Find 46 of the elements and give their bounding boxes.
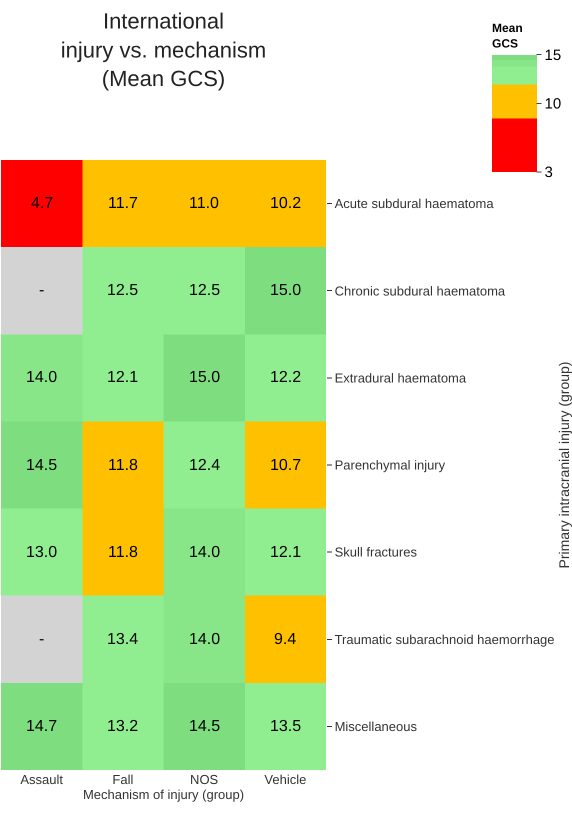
data-label: 14.0 (26, 369, 58, 386)
y-tick-label: Miscellaneous (334, 718, 418, 734)
text: - (39, 282, 44, 299)
data-label: 13.0 (26, 544, 58, 561)
color-bar-label: 15 (544, 46, 562, 64)
color-bar-title: Mean GCS (492, 20, 523, 51)
data-label: 14.5 (26, 457, 58, 474)
y-tick-label: Parenchymal injury (334, 458, 446, 473)
data-label: 11.8 (108, 457, 138, 474)
color-bar-label: 10 (544, 96, 562, 113)
data-label: 12.1 (107, 369, 138, 386)
data-label: 11.7 (108, 195, 138, 212)
data-label: 11.0 (189, 195, 220, 212)
x-tick-label: Vehicle (264, 772, 306, 787)
data-label: 15.0 (189, 369, 220, 386)
data-label: 12.1 (270, 544, 302, 561)
data-label: 14.0 (189, 631, 220, 648)
x-tick-label: Assault (20, 772, 64, 787)
data-label: 11.8 (108, 544, 138, 561)
y-tick-label: Traumatic subarachnoid haemorrhage (334, 632, 555, 647)
data-label: 4.7 (31, 195, 54, 212)
y-axis-title: Primary intracranial injury (group) (556, 362, 572, 568)
data-label: 12.2 (270, 369, 302, 386)
x-tick-label: NOS (190, 772, 219, 787)
data-label: 14.7 (26, 718, 58, 735)
x-axis-title: Mechanism of injury (group) (82, 787, 244, 802)
y-tick-label: Chronic subdural haematoma (334, 283, 506, 298)
y-tick-label: Acute subdural haematoma (334, 196, 494, 212)
y-tick-label: Extradural haematoma (334, 370, 467, 386)
data-label: 10.2 (270, 195, 302, 212)
chart-title: International injury vs. mechanism (Mean GCS) (60, 8, 266, 91)
data-label: 13.2 (107, 718, 138, 735)
data-label: 12.4 (189, 457, 220, 474)
text: - (39, 631, 44, 648)
data-label: 12.5 (189, 282, 220, 299)
y-tick-label: Skull fractures (334, 544, 418, 560)
data-label: 15.0 (270, 282, 302, 299)
color-bar-label: 3 (544, 164, 553, 182)
data-label: 9.4 (274, 631, 296, 648)
data-label: 13.4 (107, 631, 138, 648)
data-label: 14.0 (189, 544, 220, 561)
data-label: 13.5 (270, 718, 302, 735)
x-tick-label: Fall (112, 772, 134, 787)
data-label: 10.7 (270, 457, 302, 474)
data-label: 14.5 (189, 718, 220, 735)
data-label: 12.5 (107, 282, 138, 299)
